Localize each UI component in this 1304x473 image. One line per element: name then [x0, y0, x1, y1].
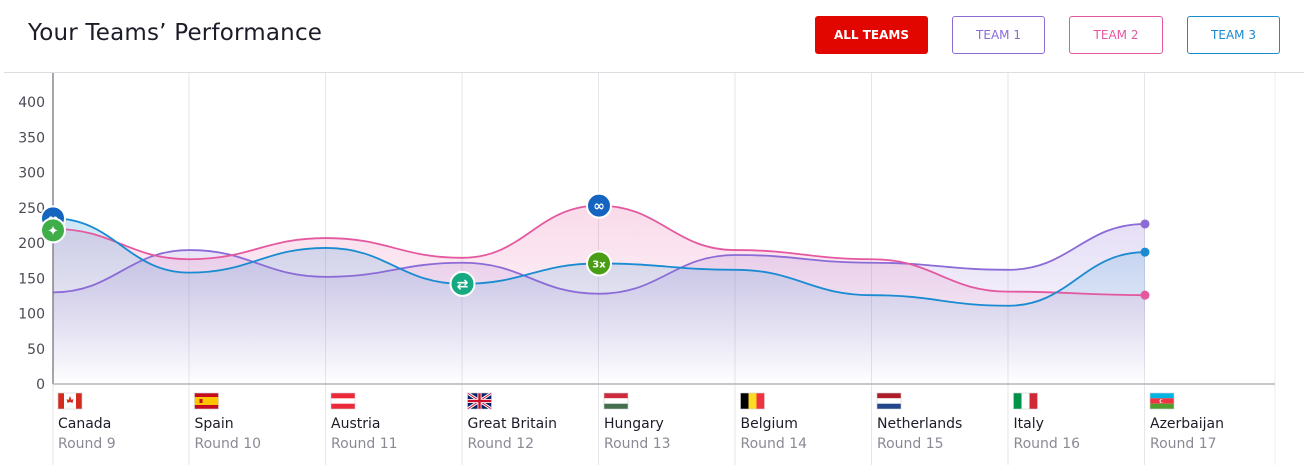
italy-flag-icon [1013, 392, 1038, 410]
azerbaijan-flag-icon [1149, 392, 1175, 410]
x-category-label: Spain [195, 416, 234, 432]
x-round-label: Round 10 [195, 436, 262, 452]
all-teams-button[interactable]: ALL TEAMS [815, 16, 928, 54]
card-header: Your Teams’ Performance ALL TEAMS TEAM 1… [4, 0, 1304, 73]
triple-boost-chip-icon: 3x [586, 250, 612, 277]
x-round-label: Round 9 [58, 436, 116, 452]
svg-text:3x: 3x [592, 259, 606, 270]
belgium-flag-icon [740, 392, 765, 410]
hungary-flag-icon [603, 392, 629, 410]
y-tick-label: 350 [18, 130, 45, 146]
x-category-label: Hungary [604, 416, 664, 432]
transfer-chip-icon: ⇄ [449, 270, 476, 297]
spain-flag-icon [194, 392, 219, 410]
x-round-label: Round 15 [877, 436, 944, 452]
x-category-label: Netherlands [877, 416, 962, 432]
canada-flag-icon [57, 392, 83, 410]
x-category-label: Azerbaijan [1150, 416, 1224, 432]
y-tick-label: 0 [36, 377, 45, 393]
svg-text:✦: ✦ [47, 223, 59, 239]
team-2-button[interactable]: TEAM 2 [1069, 16, 1163, 54]
x-category-label: Great Britain [468, 416, 558, 432]
x-category-label: Austria [331, 416, 380, 432]
x-category-label: Belgium [741, 416, 798, 432]
austria-flag-icon [330, 392, 356, 410]
wildcard-chip-icon: ✦ [40, 217, 66, 244]
x-round-label: Round 11 [331, 436, 398, 452]
y-tick-label: 300 [18, 166, 45, 182]
infinity-chip-icon: ∞ [586, 192, 612, 219]
x-round-label: Round 16 [1014, 436, 1081, 452]
y-tick-label: 250 [18, 201, 45, 217]
team-3-button[interactable]: TEAM 3 [1187, 16, 1280, 54]
page-title: Your Teams’ Performance [28, 20, 323, 46]
point-team2-end [1140, 290, 1150, 300]
x-category-label: Canada [58, 416, 111, 432]
netherlands-flag-icon [876, 392, 902, 410]
x-round-label: Round 13 [604, 436, 671, 452]
point-team3-end [1140, 247, 1150, 257]
great-britain-flag-icon [466, 391, 493, 411]
y-tick-label: 200 [18, 236, 45, 252]
x-round-label: Round 12 [468, 436, 535, 452]
y-tick-label: 150 [18, 271, 45, 287]
area-team3 [53, 218, 1145, 384]
y-tick-label: 400 [18, 95, 45, 111]
point-team1-end [1140, 219, 1150, 229]
x-category-label: Italy [1014, 416, 1044, 432]
y-tick-label: 50 [27, 342, 45, 358]
x-round-label: Round 14 [741, 436, 808, 452]
svg-text:⇄: ⇄ [457, 277, 469, 293]
team-1-button[interactable]: TEAM 1 [952, 16, 1045, 54]
y-tick-label: 100 [18, 307, 45, 323]
performance-card: Your Teams’ Performance ALL TEAMS TEAM 1… [4, 0, 1304, 473]
x-round-label: Round 17 [1150, 436, 1217, 452]
svg-text:∞: ∞ [593, 199, 605, 215]
